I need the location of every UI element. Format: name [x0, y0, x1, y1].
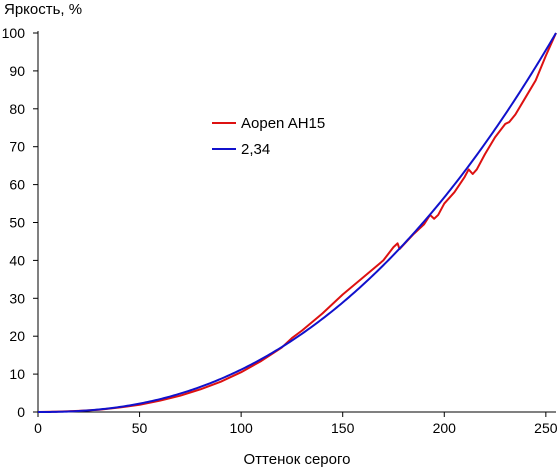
y-tick-label: 90 — [9, 63, 25, 79]
legend: Aopen AH15 2,34 — [212, 115, 325, 158]
y-axis-title: Яркость, % — [4, 1, 82, 18]
x-tick-label: 200 — [433, 420, 457, 436]
y-tick-label: 80 — [9, 101, 25, 117]
y-tick-label: 70 — [9, 139, 25, 155]
x-tick-label: 100 — [229, 420, 253, 436]
y-axis-ticks: 0 10 20 30 40 50 60 70 80 90 100 — [2, 25, 38, 420]
x-tick-label: 150 — [331, 420, 355, 436]
x-axis-ticks: 0 50 100 150 200 250 — [34, 412, 558, 436]
y-tick-label: 0 — [17, 404, 25, 420]
y-tick-label: 40 — [9, 252, 25, 268]
x-axis-title: Оттенок серого — [244, 451, 351, 467]
axes — [37, 31, 556, 413]
series-group — [37, 32, 557, 413]
y-tick-label: 30 — [9, 290, 25, 306]
x-tick-label: 0 — [34, 420, 42, 436]
y-tick-label: 20 — [9, 328, 25, 344]
y-tick-label: 60 — [9, 177, 25, 193]
y-tick-label: 100 — [2, 25, 26, 41]
series-line-0 — [37, 32, 557, 413]
series-line-1 — [38, 32, 557, 413]
x-tick-label: 50 — [132, 420, 148, 436]
legend-label-gamma: 2,34 — [241, 141, 270, 158]
y-tick-label: 10 — [9, 366, 25, 382]
y-tick-label: 50 — [9, 215, 25, 231]
legend-label-aopen: Aopen AH15 — [241, 115, 325, 132]
x-tick-label: 250 — [534, 420, 558, 436]
